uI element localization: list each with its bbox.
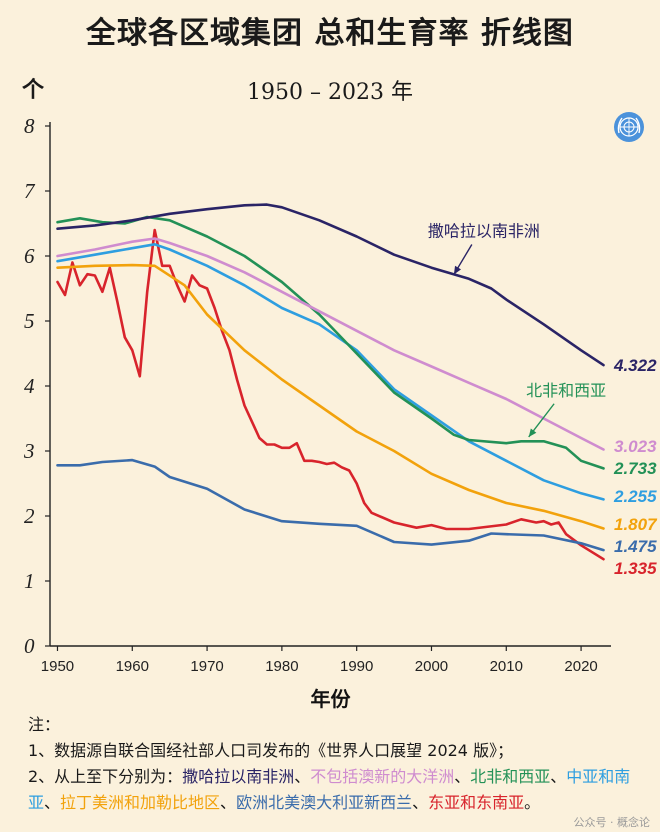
y-axis-unit-label: 个: [22, 78, 45, 103]
notes-line-1: 1、数据源自联合国经社部人口司发布的《世界人口展望 2024 版》；: [28, 741, 514, 760]
x-axis-title: 年份: [311, 687, 352, 711]
y-tick-label: 6: [24, 244, 35, 268]
y-tick-label: 0: [24, 634, 35, 658]
x-tick-label: 1980: [265, 658, 298, 675]
notes-series-name: 撒哈拉以南非洲: [182, 767, 295, 786]
notes-series-name: 不包括澳新的大洋洲: [310, 767, 455, 786]
notes-series-name: 欧洲北美澳大利亚新西兰: [236, 793, 413, 812]
series-line: [56, 203, 605, 367]
notes-series-name: 中亚和南亚: [28, 767, 631, 812]
notes-separator: 、: [550, 767, 567, 786]
notes-series-name: 北非和西亚: [470, 767, 551, 786]
notes-series-name: 拉丁美洲和加勒比地区: [60, 793, 221, 812]
notes-separator: 、: [412, 793, 429, 812]
notes-separator: 。: [524, 793, 541, 812]
series-end-label: 3.023: [614, 437, 657, 456]
series-line: [56, 243, 605, 501]
y-tick-label: 2: [24, 504, 35, 528]
series-line: [56, 263, 605, 530]
series-end-label: 1.807: [614, 515, 658, 534]
notes-series-name: 东亚和东南亚: [428, 793, 525, 812]
y-tick-label: 7: [24, 179, 36, 203]
series-end-label: 1.475: [614, 537, 657, 556]
un-emblem-icon: [614, 112, 644, 142]
annotation-label: 撒哈拉以南非洲: [428, 222, 540, 241]
page-title: 全球各区域集团 总和生育率 折线图: [86, 16, 574, 51]
annotation-label: 北非和西亚: [526, 381, 606, 400]
notes-heading: 注：: [28, 715, 61, 734]
footnotes: 注： 1、数据源自联合国经社部人口司发布的《世界人口展望 2024 版》； 2、…: [28, 712, 648, 816]
y-tick-label: 4: [24, 374, 35, 398]
series-end-label: 1.335: [614, 559, 657, 578]
series-line: [56, 228, 605, 561]
chart-subtitle: 1950 – 2023 年: [247, 80, 413, 105]
x-tick-label: 1950: [41, 658, 74, 675]
x-tick-label: 2000: [415, 658, 448, 675]
series-end-label: 4.322: [613, 356, 657, 375]
notes-separator: 、: [294, 767, 311, 786]
series-end-label: 2.733: [613, 459, 657, 478]
notes-line-2: 2、从上至下分别为：撒哈拉以南非洲、不包括澳新的大洋洲、北非和西亚、中亚和南亚、…: [28, 764, 648, 816]
x-tick-label: 1990: [340, 658, 373, 675]
y-tick-label: 8: [24, 114, 35, 138]
x-tick-label: 1960: [116, 658, 149, 675]
series-line: [56, 215, 605, 470]
series-line: [56, 237, 605, 451]
x-tick-label: 2010: [490, 658, 523, 675]
y-tick-label: 3: [23, 439, 35, 463]
series-line: [56, 458, 605, 552]
y-tick-label: 1: [24, 569, 35, 593]
notes-separator: 、: [454, 767, 471, 786]
x-tick-label: 2020: [564, 658, 597, 675]
annotation-arrowhead: [528, 428, 537, 437]
annotation-arrowhead: [453, 265, 462, 275]
x-tick-label: 1970: [190, 658, 223, 675]
series-end-label: 2.255: [613, 487, 657, 506]
y-tick-label: 5: [24, 309, 35, 333]
notes-line-2-prefix: 2、从上至下分别为：: [28, 767, 183, 786]
notes-separator: 、: [44, 793, 61, 812]
notes-separator: 、: [220, 793, 237, 812]
watermark: 公众号 · 概念论: [573, 816, 651, 829]
